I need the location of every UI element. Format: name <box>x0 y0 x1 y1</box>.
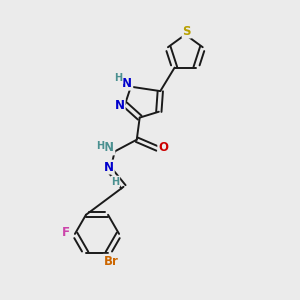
Text: N: N <box>115 99 125 112</box>
Text: H: H <box>111 176 119 187</box>
Text: N: N <box>104 141 114 154</box>
Text: N: N <box>122 77 132 90</box>
Text: H: H <box>114 74 123 83</box>
Text: Br: Br <box>103 255 118 268</box>
Text: N: N <box>104 160 114 174</box>
Text: H: H <box>97 141 105 151</box>
Text: O: O <box>158 141 168 154</box>
Text: S: S <box>183 25 191 38</box>
Text: F: F <box>62 226 70 239</box>
